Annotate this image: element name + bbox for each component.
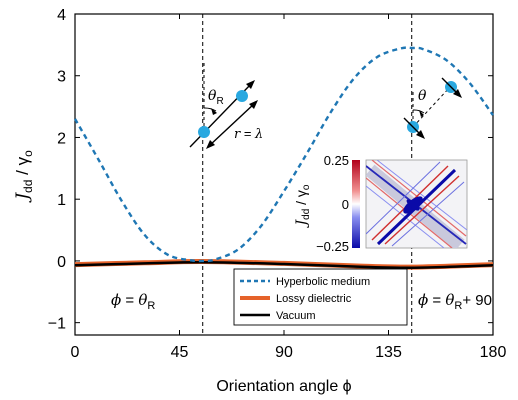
x-tick-label: 0 [71,344,80,361]
y-axis-label-sub: dd [21,180,35,193]
series-line-vacuum [74,260,494,269]
marker-label-right: ϕ = θR+ 90 [418,291,492,312]
inset-y-label: Jdd / γo [293,184,312,228]
legend-label-hyperbolic: Hyperbolic medium [276,276,370,288]
colorbar-tick: 0.25 [324,153,349,168]
x-tick-label: 45 [171,344,189,361]
legend-label-lossy: Lossy dielectric [276,293,352,305]
colorbar-tick: −0.25 [316,239,349,254]
x-tick-label: 135 [375,344,402,361]
inset-heatmap: 0.25 0 −0.25 Jdd / γo [293,153,468,254]
svg-text:θR: θR [208,88,224,107]
y-tick-label: 2 [57,130,66,147]
x-axis-ticks: 0 45 90 135 180 [71,14,507,361]
dipole-diagram-left: θR r = λ [189,63,263,149]
inset-colorbar [352,160,360,248]
series-line-hyperbolic-medium [73,46,494,263]
y-tick-label: 0 [57,254,66,271]
y-axis-label-j: J [13,192,33,203]
dipole-diagram-right: θ [403,77,462,139]
y-axis-ticks: −1 0 1 2 3 4 [48,7,493,333]
x-tick-label: 180 [480,344,507,361]
legend: Hyperbolic medium Lossy dielectric Vacuu… [233,268,408,326]
y-tick-label: 4 [57,7,66,24]
series-group [73,46,494,270]
x-axis-label: Orientation angle ϕ [216,378,351,395]
y-axis-label: Jdd / γo [13,150,35,203]
vertical-markers [202,14,413,335]
dipole-circle [236,90,248,102]
y-tick-label: 3 [57,69,66,86]
y-tick-label: 1 [57,192,66,209]
y-axis-label-rest: / γ [13,156,32,179]
y-tick-label: −1 [48,316,66,333]
svg-text:Jdd / γo: Jdd / γo [13,150,35,203]
legend-label-vacuum: Vacuum [276,310,316,322]
colorbar-tick: 0 [342,197,349,212]
x-tick-label: 90 [275,344,293,361]
y-axis-label-sub2: o [21,150,35,157]
dipole-circle [198,126,210,138]
svg-text:θ: θ [418,88,427,104]
svg-text:r = λ: r = λ [234,126,263,142]
marker-label-left: ϕ = θR [111,291,155,312]
